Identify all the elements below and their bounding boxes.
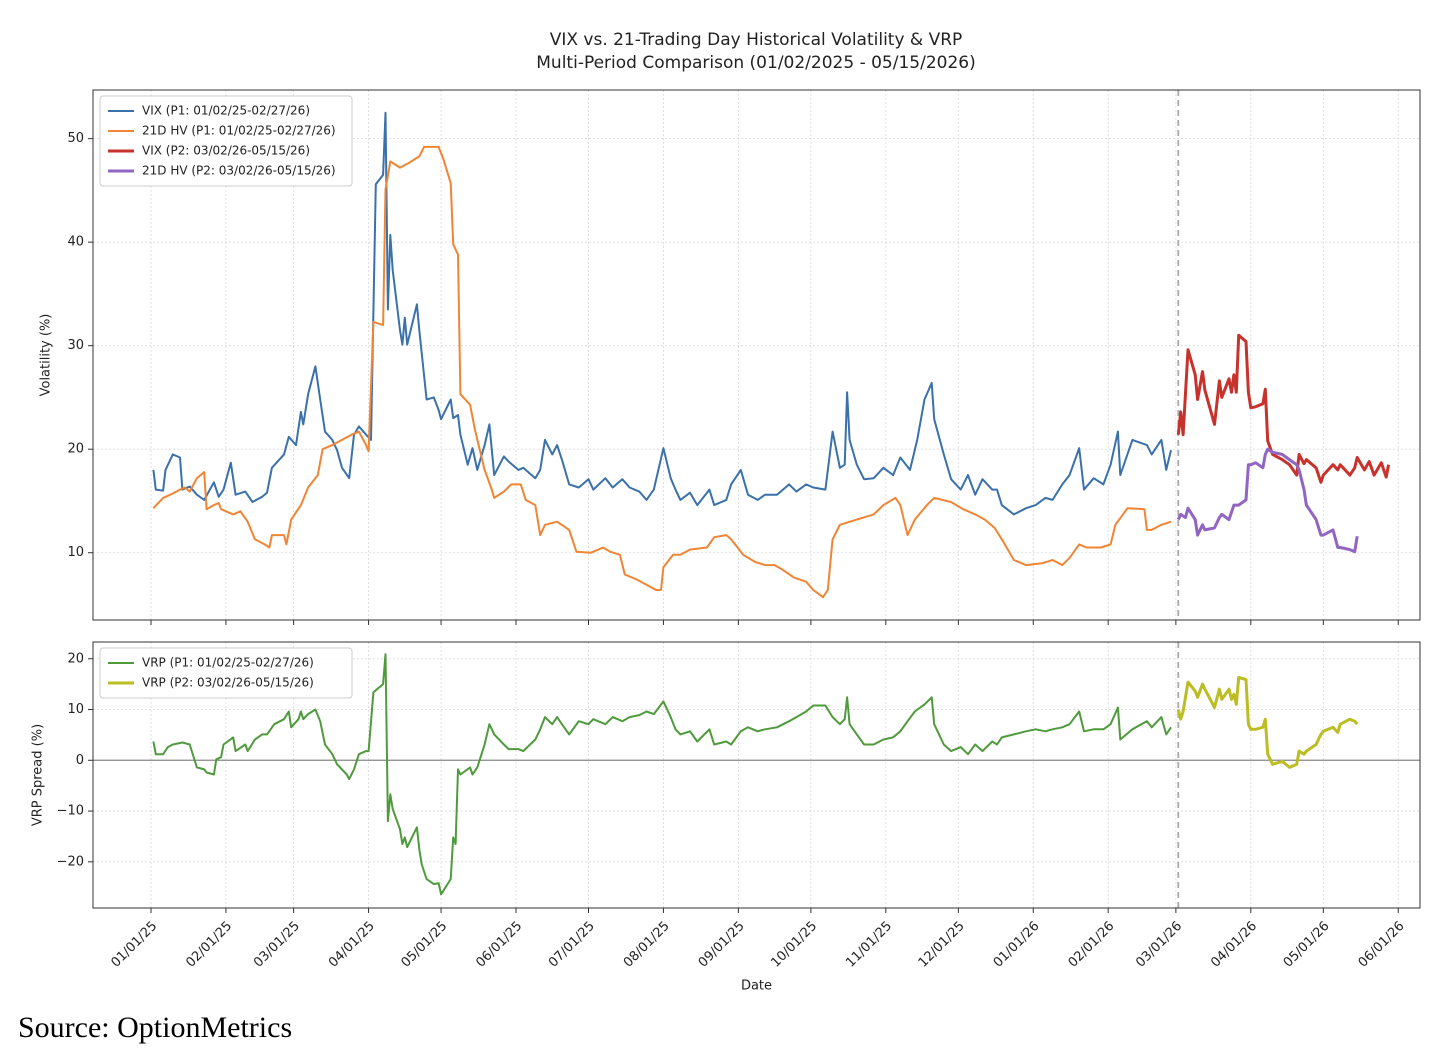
y-axis-label: Volatility (%): [39, 314, 54, 397]
series-line: [152, 111, 1172, 516]
legend: VIX (P1: 01/02/25-02/27/26) 21D HV (P1: 0…: [99, 95, 353, 187]
y-tick-label: 30: [67, 338, 84, 353]
series-line: [1176, 447, 1359, 554]
y-tick-label: 50: [67, 131, 84, 146]
y-tick-label: 10: [67, 702, 84, 717]
y-axis-label: VRP Spread (%): [31, 724, 46, 826]
chart-subtitle: Multi-Period Comparison (01/02/2025 - 05…: [536, 53, 975, 73]
source-note: Source: OptionMetrics: [18, 1011, 292, 1044]
legend-label: VRP (P1: 01/02/25-02/27/26): [142, 656, 314, 670]
legend-label: VRP (P2: 03/02/26-05/15/26): [142, 676, 314, 690]
legend-label: 21D HV (P2: 03/02/26-05/15/26): [142, 164, 336, 178]
series-line: [1176, 333, 1391, 484]
plot-frame: [92, 641, 1421, 909]
series-line: [152, 145, 1172, 599]
series-line: [1176, 676, 1359, 769]
y-tick-label: 0: [76, 753, 84, 768]
legend-box: [99, 647, 353, 699]
series-line: [152, 653, 1172, 896]
legend-label: VIX (P1: 01/02/25-02/27/26): [142, 104, 310, 118]
legend-label: VIX (P2: 03/02/26-05/15/26): [142, 144, 310, 158]
y-tick-label: 20: [67, 651, 84, 666]
chart-title: VIX vs. 21-Trading Day Historical Volati…: [550, 30, 963, 50]
y-tick-label: 10: [67, 545, 84, 560]
legend-label: 21D HV (P1: 01/02/25-02/27/26): [142, 124, 336, 138]
y-tick-label: −10: [57, 804, 84, 819]
legend-box: [99, 95, 353, 187]
legend: VRP (P1: 01/02/25-02/27/26) VRP (P2: 03/0…: [99, 647, 353, 699]
plot-frame: [92, 89, 1421, 621]
y-tick-label: 20: [67, 442, 84, 457]
y-tick-label: −20: [57, 854, 84, 869]
y-tick-label: 40: [67, 235, 84, 250]
x-axis-label: Date: [741, 979, 772, 994]
